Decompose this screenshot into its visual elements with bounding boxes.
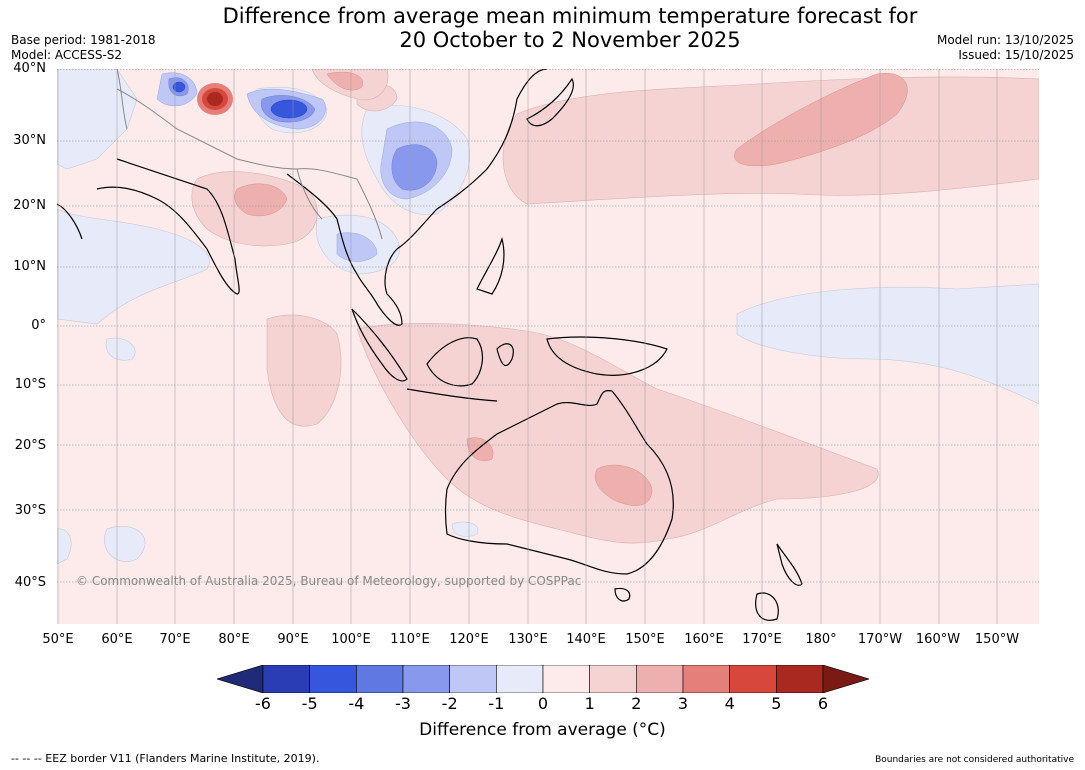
colorbar-tick-label: 2 bbox=[631, 694, 642, 713]
latitude-label: 20°S bbox=[14, 438, 46, 453]
map-svg bbox=[57, 69, 1039, 624]
meta-right: Model run: 13/10/2025 Issued: 15/10/2025 bbox=[937, 33, 1074, 63]
latitude-label: 40°S bbox=[14, 575, 46, 590]
longitude-label: 110°E bbox=[390, 632, 430, 647]
cool-anomaly-core bbox=[172, 81, 308, 119]
title-line-2: 20 October to 2 November 2025 bbox=[399, 28, 741, 52]
latitude-label: 40°N bbox=[13, 61, 46, 76]
colorbar-tick-label: -6 bbox=[255, 694, 271, 713]
colorbar-swatch bbox=[262, 665, 310, 693]
colorbar-swatch bbox=[776, 665, 824, 693]
colorbar-tick-label: -5 bbox=[301, 694, 318, 713]
longitude-label: 180° bbox=[805, 632, 837, 647]
latitude-label: 0° bbox=[31, 318, 46, 333]
colorbar-swatch bbox=[542, 665, 590, 693]
colorbar-tick-label: 1 bbox=[584, 694, 595, 713]
colorbar-label: Difference from average (°C) bbox=[419, 720, 666, 740]
colorbar-tick-label: -4 bbox=[348, 694, 365, 713]
longitude-label: 50°E bbox=[42, 632, 74, 647]
latitude-label: 30°N bbox=[13, 133, 46, 148]
title-line-1: Difference from average mean minimum tem… bbox=[222, 4, 918, 28]
longitude-label: 170°E bbox=[742, 632, 782, 647]
longitude-label: 170°W bbox=[857, 632, 903, 647]
model-name: Model: ACCESS-S2 bbox=[11, 48, 123, 62]
colorbar-tick-label: -1 bbox=[488, 694, 505, 713]
map-panel bbox=[57, 69, 1039, 624]
longitude-label: 90°E bbox=[277, 632, 309, 647]
colorbar-tick-label: 6 bbox=[817, 694, 829, 713]
colorbar bbox=[217, 665, 869, 693]
colorbar-swatch bbox=[589, 665, 637, 693]
longitude-label: 100°E bbox=[331, 632, 371, 647]
longitude-label: 80°E bbox=[218, 632, 250, 647]
colorbar-swatch bbox=[309, 665, 357, 693]
meridians bbox=[57, 69, 998, 624]
colorbar-tick-label: 0 bbox=[537, 694, 549, 713]
colorbar-swatch bbox=[636, 665, 684, 693]
longitude-label: 60°E bbox=[101, 632, 133, 647]
longitude-label: 160°W bbox=[915, 632, 961, 647]
colorbar-swatch bbox=[356, 665, 404, 693]
coastlines bbox=[57, 69, 803, 621]
meta-left: Base period: 1981-2018 Model: ACCESS-S2 bbox=[11, 33, 156, 63]
longitude-label: 150°E bbox=[625, 632, 665, 647]
colorbar-max-extend bbox=[822, 665, 869, 693]
colorbar-tick-label: 3 bbox=[677, 694, 689, 713]
model-run: Model run: 13/10/2025 bbox=[936, 33, 1074, 47]
eez-legend: -- -- -- EEZ border V11 (Flanders Marine… bbox=[11, 752, 320, 765]
colorbar-swatch bbox=[682, 665, 730, 693]
colorbar-swatch bbox=[496, 665, 544, 693]
colorbar-tick-label: 5 bbox=[771, 694, 782, 713]
base-period: Base period: 1981-2018 bbox=[11, 33, 156, 47]
colorbar-swatch bbox=[402, 665, 450, 693]
longitude-label: 160°E bbox=[684, 632, 724, 647]
colorbar-tick-label: -3 bbox=[395, 694, 411, 713]
boundary-disclaimer: Boundaries are not considered authoritat… bbox=[875, 755, 1074, 765]
colorbar-swatch bbox=[449, 665, 497, 693]
warm-anomaly-hotspot bbox=[197, 83, 233, 115]
colorbar-min-extend bbox=[217, 665, 264, 693]
longitude-label: 120°E bbox=[449, 632, 489, 647]
latitude-label: 10°S bbox=[14, 377, 46, 392]
chart-title: Difference from average mean minimum tem… bbox=[0, 4, 1085, 52]
issued-date: Issued: 15/10/2025 bbox=[958, 48, 1074, 62]
longitude-label: 70°E bbox=[159, 632, 191, 647]
copyright-notice: © Commonwealth of Australia 2025, Bureau… bbox=[76, 574, 582, 588]
colorbar-tick-label: 4 bbox=[724, 694, 735, 713]
country-borders bbox=[116, 69, 383, 240]
colorbar-tick-label: -2 bbox=[441, 694, 458, 713]
latitude-label: 10°N bbox=[13, 259, 46, 274]
longitude-label: 140°E bbox=[566, 632, 606, 647]
longitude-label: 130°E bbox=[508, 632, 548, 647]
latitude-label: 30°S bbox=[14, 503, 46, 518]
longitude-label: 150°W bbox=[974, 632, 1020, 647]
colorbar-swatch bbox=[729, 665, 777, 693]
latitude-label: 20°N bbox=[13, 198, 46, 213]
